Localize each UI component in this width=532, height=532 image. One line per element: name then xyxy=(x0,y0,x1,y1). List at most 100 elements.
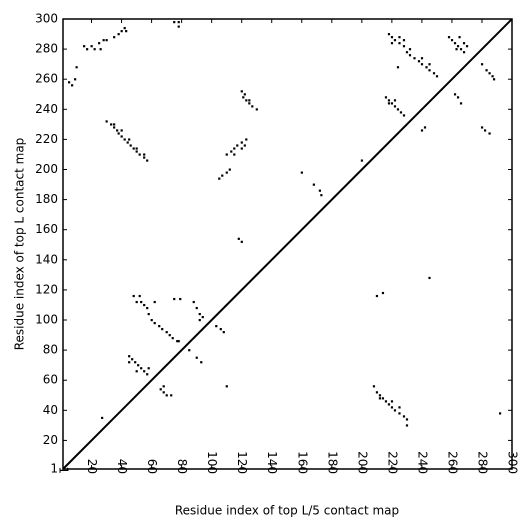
contact-point xyxy=(233,153,236,156)
y-tick-label: 120 xyxy=(35,282,58,296)
contact-point xyxy=(195,306,198,310)
contact-point xyxy=(165,394,168,397)
contact-point xyxy=(225,171,228,174)
contact-point xyxy=(188,349,191,352)
contact-point xyxy=(492,78,496,81)
contact-point xyxy=(456,45,460,48)
contact-point xyxy=(462,51,466,54)
contact-point xyxy=(398,412,401,415)
contact-point xyxy=(428,63,431,66)
contact-point xyxy=(372,385,376,388)
x-tick-label: 260 xyxy=(445,451,459,474)
contact-point xyxy=(116,129,119,132)
contact-point xyxy=(398,406,401,409)
contact-point xyxy=(453,93,457,96)
contact-point xyxy=(177,340,180,343)
contact-point xyxy=(233,147,236,150)
contact-point xyxy=(117,33,120,36)
contact-point xyxy=(240,147,243,150)
contact-point xyxy=(153,322,156,325)
contact-point xyxy=(171,337,174,340)
contact-point xyxy=(398,36,401,39)
contact-point xyxy=(222,331,225,334)
contact-point xyxy=(135,370,138,373)
contact-point xyxy=(405,51,409,54)
contact-point xyxy=(240,141,243,144)
contact-point xyxy=(465,45,469,48)
contact-point xyxy=(123,27,126,30)
contact-point xyxy=(132,294,135,298)
x-tick-label: 1 xyxy=(57,466,71,474)
y-tick-label: 240 xyxy=(35,102,58,116)
contact-point xyxy=(177,25,180,28)
contact-point xyxy=(101,416,104,420)
contact-point xyxy=(71,84,74,87)
contact-point xyxy=(143,370,146,373)
contact-point xyxy=(405,418,409,421)
contact-point xyxy=(432,72,436,75)
y-tick-label: 220 xyxy=(35,132,58,146)
contact-point xyxy=(143,153,146,156)
plot-frame xyxy=(62,18,513,470)
contact-point xyxy=(99,48,102,51)
contact-point xyxy=(135,300,138,304)
contact-point xyxy=(488,72,491,75)
contact-point xyxy=(312,183,315,186)
contact-point xyxy=(381,397,385,400)
y-tick-label: 40 xyxy=(43,403,58,417)
contact-point xyxy=(450,39,454,42)
contact-point xyxy=(408,54,412,57)
contact-point xyxy=(218,177,221,180)
contact-point xyxy=(225,385,228,388)
contact-point xyxy=(453,42,457,45)
y-tick-label: 260 xyxy=(35,72,58,86)
contact-point xyxy=(134,361,137,364)
y-tick-label: 100 xyxy=(35,313,58,327)
contact-point xyxy=(381,291,385,295)
contact-point xyxy=(198,312,201,316)
contact-point xyxy=(83,45,86,48)
contact-point xyxy=(113,36,116,39)
contact-point xyxy=(428,69,431,72)
contact-point xyxy=(168,334,171,337)
x-tick-label: 80 xyxy=(175,459,189,474)
contact-point xyxy=(146,159,149,162)
contact-point xyxy=(102,39,105,42)
contact-point xyxy=(159,388,162,391)
contact-point xyxy=(113,123,116,126)
contact-point xyxy=(251,105,254,108)
x-tick-label: 140 xyxy=(265,451,279,474)
x-axis-label: Residue index of top L/5 contact map xyxy=(175,504,399,518)
contact-point xyxy=(447,36,451,39)
contact-point xyxy=(245,99,248,102)
contact-point xyxy=(405,424,409,427)
contact-point xyxy=(162,385,165,388)
contact-point xyxy=(228,168,231,171)
contact-point xyxy=(68,81,71,84)
contact-point xyxy=(393,105,397,108)
contact-point xyxy=(390,102,394,105)
contact-point xyxy=(402,415,406,418)
y-tick-label: 80 xyxy=(43,343,58,357)
x-tick-label: 60 xyxy=(145,459,159,474)
contact-point xyxy=(243,93,246,96)
contact-point xyxy=(480,63,484,66)
contact-point xyxy=(420,129,424,132)
contact-point xyxy=(390,36,394,39)
contact-point xyxy=(245,138,248,141)
y-tick-label: 300 xyxy=(35,12,58,26)
contact-point xyxy=(153,300,156,304)
contact-point xyxy=(128,355,131,358)
contact-point xyxy=(140,367,143,370)
contact-point xyxy=(240,90,243,93)
contact-point xyxy=(230,150,233,153)
contact-point xyxy=(170,394,173,397)
contact-point xyxy=(74,78,77,81)
contact-point xyxy=(396,108,400,111)
contact-point xyxy=(459,102,463,105)
contact-point xyxy=(378,394,382,397)
contact-point xyxy=(225,153,228,156)
contact-point xyxy=(417,60,421,63)
contact-point xyxy=(480,126,484,129)
